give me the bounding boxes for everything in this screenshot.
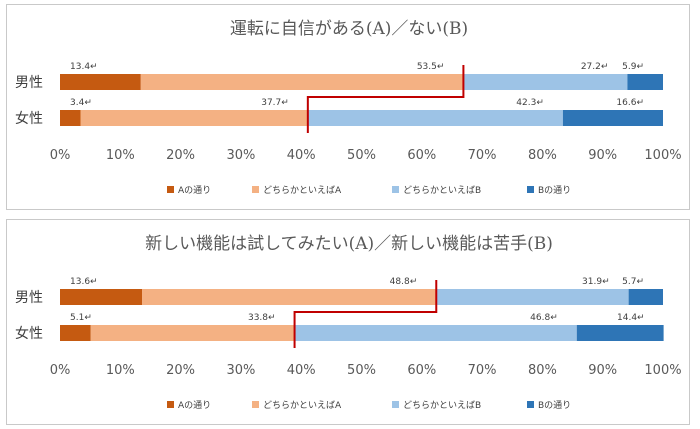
x-tick-label: 90% [588, 363, 617, 378]
data-label: 27.2↵ [581, 62, 609, 72]
data-label: 14.4↵ [617, 313, 645, 323]
chart-panel-new-features: 新しい機能は試してみたい(A)／新しい機能は苦手(B) 男性女性 13.6↵ 48.8… [6, 219, 690, 425]
data-label: 13.6↵ [70, 277, 98, 287]
legend-label: どちらかといえばB [403, 185, 481, 196]
data-label: 33.8↵ [248, 313, 276, 323]
x-tick-label: 40% [287, 363, 316, 378]
data-label: 53.5↵ [417, 62, 445, 72]
x-tick-label: 40% [287, 148, 316, 163]
x-tick-label: 60% [407, 148, 436, 163]
ab-divider-line [306, 65, 465, 133]
x-tick-label: 60% [407, 363, 436, 378]
x-tick-label: 0% [50, 363, 71, 378]
chart-title: 運転に自信がある(A)／ない(B) [230, 19, 468, 39]
x-tick-label: 50% [347, 148, 376, 163]
legend-label: Bの通り [538, 185, 571, 196]
legend-label: どちらかといえばA [263, 185, 342, 196]
legend-swatch [252, 186, 259, 193]
legend-label: Bの通り [538, 400, 571, 411]
bar-segment [627, 74, 663, 90]
data-label: 42.3↵ [516, 98, 544, 108]
bar-segment [307, 110, 563, 126]
category-label: 男性 [15, 290, 43, 306]
category-label: 男性 [15, 75, 43, 91]
x-tick-label: 10% [106, 363, 135, 378]
bar-segment [80, 110, 308, 126]
data-label: 37.7↵ [261, 98, 289, 108]
x-tick-label: 90% [588, 148, 617, 163]
x-tick-label: 100% [644, 148, 681, 163]
bar-segment [60, 110, 81, 126]
chart-title: 新しい機能は試してみたい(A)／新しい機能は苦手(B) [145, 234, 553, 254]
bar-segment [60, 74, 141, 90]
data-label: 13.4↵ [70, 62, 98, 72]
data-label: 3.4↵ [70, 98, 92, 108]
legend-swatch [392, 186, 399, 193]
bar-segment [90, 325, 295, 341]
category-label: 女性 [15, 325, 43, 342]
data-label: 5.1↵ [70, 313, 92, 323]
bar-segment [562, 110, 663, 126]
x-tick-label: 10% [106, 148, 135, 163]
x-tick-label: 80% [528, 148, 557, 163]
x-tick-label: 30% [226, 148, 255, 163]
legend-swatch [527, 401, 534, 408]
ab-divider-line [293, 280, 438, 348]
bar-segment [628, 289, 663, 305]
legend-label: Aの通り [178, 185, 211, 196]
data-label: 16.6↵ [616, 98, 644, 108]
legend-swatch [167, 186, 174, 193]
bar-segment [463, 74, 628, 90]
bar-segment [60, 325, 91, 341]
legend-label: どちらかといえばB [403, 400, 481, 411]
data-label: 5.9↵ [622, 62, 644, 72]
data-label: 48.8↵ [390, 277, 418, 287]
x-tick-label: 100% [644, 363, 681, 378]
legend-label: どちらかといえばA [263, 400, 342, 411]
x-tick-label: 50% [347, 363, 376, 378]
x-tick-label: 80% [528, 363, 557, 378]
data-label: 46.8↵ [530, 313, 558, 323]
bar-segment [140, 74, 464, 90]
data-label: 31.9↵ [582, 277, 610, 287]
x-tick-label: 0% [50, 148, 71, 163]
data-label: 5.7↵ [622, 277, 644, 287]
legend-swatch [527, 186, 534, 193]
legend-swatch [167, 401, 174, 408]
x-tick-label: 20% [166, 363, 195, 378]
x-tick-label: 70% [468, 148, 497, 163]
bar-segment [142, 289, 437, 305]
bar-segment [294, 325, 577, 341]
legend-swatch [392, 401, 399, 408]
legend-swatch [252, 401, 259, 408]
legend-label: Aの通り [178, 400, 211, 411]
x-tick-label: 70% [468, 363, 497, 378]
chart-panel-driving: 運転に自信がある(A)／ない(B) 男性女性 13.4↵ 53.5↵ 27.2↵ 5.9↵… [6, 4, 690, 210]
bar-segment [436, 289, 629, 305]
x-tick-label: 20% [166, 148, 195, 163]
category-label: 女性 [15, 110, 43, 127]
x-tick-label: 30% [226, 363, 255, 378]
bar-segment [576, 325, 664, 341]
bar-segment [60, 289, 143, 305]
